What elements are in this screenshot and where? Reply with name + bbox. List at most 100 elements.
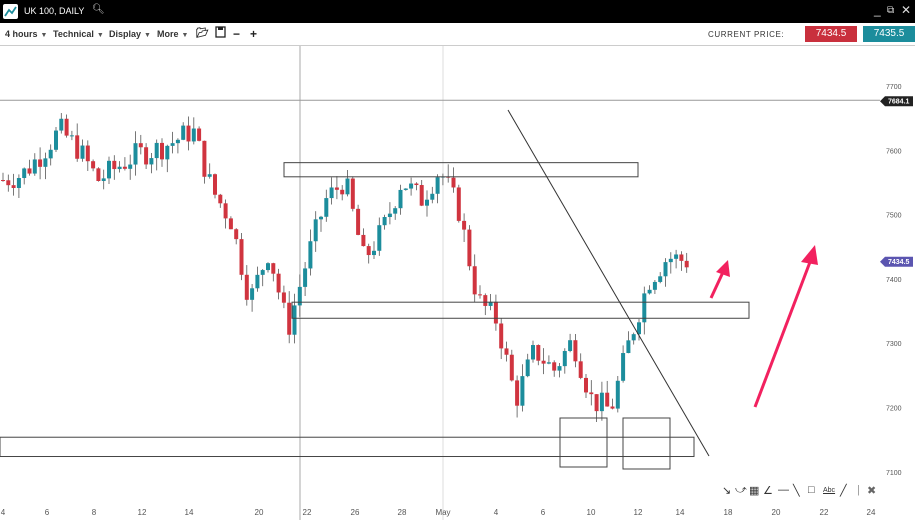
open-folder-icon[interactable]: 📂︎ [196,28,209,39]
x-tick-label: 6 [541,508,546,517]
save-icon[interactable] [215,26,226,41]
candle [621,345,626,383]
candle [101,169,106,190]
trend-line-icon[interactable]: ╲ [793,485,800,497]
candle [260,269,265,287]
candle-body [54,130,58,150]
candle [276,268,281,300]
candle-body [207,174,212,177]
candle-body [154,142,159,159]
display-menu[interactable]: Display ▼ [109,29,151,39]
candle-body [239,239,244,275]
horizontal-line-icon[interactable]: — [778,484,789,496]
candle-body [276,273,281,293]
candle [382,214,387,230]
candle-body [281,292,286,303]
candle-body [584,377,588,393]
rectangle-icon[interactable]: □ [808,484,815,496]
candle-body [250,288,255,300]
candle [48,144,53,166]
buy-price-button[interactable]: 7435.5 [863,26,915,42]
candle [64,114,69,138]
candle-body [160,142,164,160]
candle [668,252,673,274]
minimize-icon[interactable]: _ [874,3,881,17]
candle-body [684,260,689,268]
candle [138,134,143,155]
candle-body [27,168,32,174]
candle [128,154,133,180]
candle-body [361,234,366,247]
fibonacci-icon[interactable]: ▦ [749,485,760,497]
popout-icon[interactable]: ⧉ [887,5,895,16]
candle [393,206,398,220]
close-icon[interactable]: ✕ [901,3,912,17]
current-price-label: CURRENT PRICE: [708,30,785,39]
delete-icon[interactable]: ✖ [867,485,877,497]
candle [684,252,689,273]
timeframe-dropdown[interactable]: 4 hours ▼ [5,29,47,39]
technical-menu[interactable]: Technical ▼ [53,29,104,39]
candle-body [478,294,482,296]
technical-label: Technical [53,29,94,39]
candle-body [213,174,217,195]
candle [663,258,668,287]
candle [425,190,429,217]
candle [43,152,48,180]
curve-icon[interactable]: ⤻ [735,484,747,496]
candle [107,156,111,185]
candle-body [11,185,16,188]
candle [451,167,456,193]
candle [287,291,292,344]
bottom-box [559,417,608,468]
candle-body [568,340,573,351]
candle-body [64,118,69,136]
candle [504,341,509,362]
candle-body [191,128,196,142]
candle [22,167,27,185]
candle [350,176,355,212]
price-chart[interactable]: 7700 7600 7500 7400 7300 7200 7100 4 6 8 12 14 20 22 2… [0,46,915,520]
magnifier-icon[interactable]: 🔍︎ [92,4,105,15]
more-menu[interactable]: More ▼ [157,29,188,39]
price-tag-shape [880,256,913,267]
candle [213,173,217,199]
candle [91,159,96,172]
candle-body [308,241,313,269]
y-tick-label: 7100 [886,470,902,477]
timeframe-label: 4 hours [5,29,38,39]
line-icon[interactable]: ╱ [840,485,847,497]
candle [340,185,345,201]
zoom-out-icon[interactable]: − [233,27,241,41]
text-icon[interactable]: Abc [823,487,836,494]
more-label: More [157,29,179,39]
candle-body [144,147,149,165]
x-tick-label: 24 [867,508,876,517]
candle [440,173,445,186]
candle [615,376,620,413]
candle [398,184,403,215]
zoom-in-icon[interactable]: + [250,27,258,41]
x-tick-label: 14 [676,508,685,517]
candle [361,228,366,247]
candle [75,123,80,162]
fan-icon[interactable]: ∠ [763,485,773,497]
candle [255,266,260,292]
candle-body [499,323,504,349]
candle-body [329,187,334,199]
y-tick-label: 7700 [886,84,902,91]
candle [446,164,451,183]
display-label: Display [109,29,142,39]
sell-price-button[interactable]: 7434.5 [805,26,857,42]
candle-body [430,193,435,200]
candle [165,144,170,173]
window-title: UK 100, DAILY [24,6,85,16]
candle-body [409,183,414,189]
pointer-icon[interactable]: ↘ [722,485,732,497]
candle [414,182,419,191]
x-tick-label: 20 [255,508,264,517]
candle-body [674,254,679,259]
candle [356,204,361,236]
candle-body [59,118,64,131]
candle-body [234,229,239,240]
